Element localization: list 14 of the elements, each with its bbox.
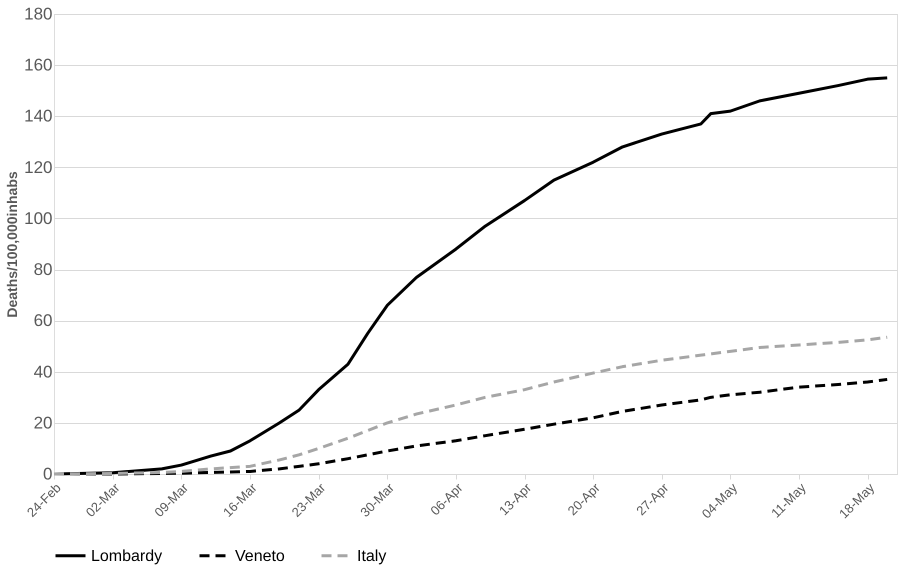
y-tick-label: 0 [43,464,52,484]
y-tick-label: 60 [34,311,52,330]
y-tick-label: 140 [24,106,52,126]
y-axis-title: Deaths/100,000inhabs [4,171,20,318]
legend-label: Veneto [235,548,285,565]
legend-label: Italy [357,548,386,565]
y-tick-label: 20 [34,413,52,432]
y-tick-label: 100 [24,208,52,228]
legend-label: Lombardy [91,548,162,565]
y-tick-label: 180 [24,4,52,24]
y-tick-label: 40 [34,362,52,382]
y-tick-label: 80 [34,260,52,280]
y-tick-label: 120 [24,158,52,177]
y-tick-label: 160 [24,56,52,75]
